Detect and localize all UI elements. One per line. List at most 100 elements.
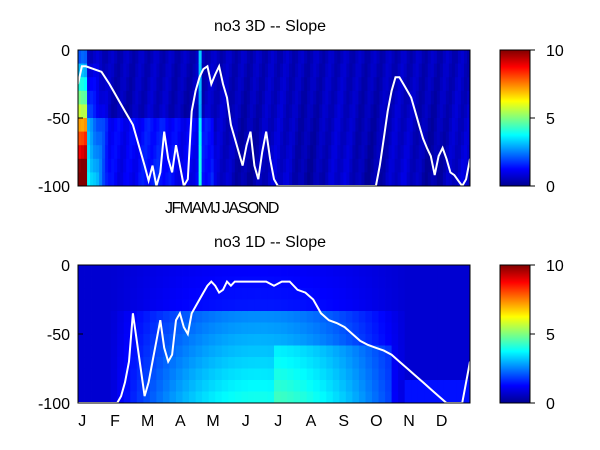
heatmap-cell <box>228 265 236 277</box>
heatmap-cell <box>451 90 456 105</box>
heatmap-cell <box>237 118 242 132</box>
heatmap-cell <box>91 311 98 323</box>
heatmap-cell <box>192 172 196 186</box>
heatmap-cell <box>130 334 138 346</box>
heatmap-cell <box>313 118 317 132</box>
heatmap-cell <box>372 345 379 358</box>
heatmap-cell <box>345 311 353 323</box>
heatmap-cell <box>192 77 196 92</box>
heatmap-cell <box>322 104 326 119</box>
heatmap-cell <box>382 104 386 119</box>
heatmap-cell <box>280 145 284 160</box>
heatmap-cell <box>183 90 187 105</box>
heatmap-cell <box>409 104 414 119</box>
heatmap-cell <box>247 288 255 300</box>
heatmap-cell <box>379 118 383 132</box>
heatmap-cell <box>398 380 406 392</box>
heatmap-cell <box>162 311 170 323</box>
heatmap-cell <box>376 104 380 119</box>
heatmap-cell <box>445 104 450 119</box>
heatmap-cell <box>215 357 223 369</box>
heatmap-cell <box>358 145 362 160</box>
heatmap-cell <box>326 334 334 346</box>
heatmap-cell <box>195 172 200 186</box>
heatmap-cell <box>261 63 266 78</box>
heatmap-cell <box>243 172 248 186</box>
heatmap-cell <box>222 158 227 173</box>
heatmap-cell <box>182 368 190 381</box>
heatmap-cell <box>382 63 386 78</box>
heatmap-cell <box>207 131 212 146</box>
heatmap-cell <box>280 391 288 403</box>
heatmap-cell <box>445 63 450 78</box>
heatmap-cell <box>450 311 458 323</box>
heatmap-cell <box>192 145 196 160</box>
heatmap-cell <box>411 288 419 300</box>
heatmap-cell <box>222 90 227 105</box>
heatmap-cell <box>255 63 260 78</box>
heatmap-cell <box>391 299 399 312</box>
heatmap-cell <box>156 118 160 132</box>
heatmap-cell <box>180 50 184 64</box>
heatmap-cell <box>367 50 371 64</box>
heatmap-cell <box>274 288 281 300</box>
heatmap-cell <box>234 368 242 381</box>
heatmap-cell <box>192 104 196 119</box>
heatmap-cell <box>411 265 419 277</box>
heatmap-cell <box>436 145 441 160</box>
heatmap-cell <box>391 131 396 146</box>
heatmap-cell <box>93 131 97 146</box>
heatmap-cell <box>424 77 429 92</box>
heatmap-cell <box>322 50 326 64</box>
heatmap-cell <box>457 172 462 186</box>
heatmap-cell <box>445 90 450 105</box>
heatmap-cell <box>267 345 275 358</box>
heatmap-cell <box>213 158 218 173</box>
heatmap-cell <box>406 104 411 119</box>
heatmap-cell <box>267 368 275 381</box>
heatmap-cell <box>301 145 305 160</box>
heatmap-cell <box>316 172 320 186</box>
heatmap-cell <box>346 104 350 119</box>
heatmap-cell <box>247 391 255 403</box>
heatmap-cell <box>270 50 275 64</box>
heatmap-cell <box>304 63 308 78</box>
heatmap-cell <box>418 118 423 132</box>
heatmap-cell <box>252 77 257 92</box>
heatmap-cell <box>439 90 444 105</box>
heatmap-cell <box>319 131 323 146</box>
heatmap-cell <box>409 145 414 160</box>
heatmap-cell <box>136 380 144 392</box>
heatmap-cell <box>97 288 105 300</box>
heatmap-cell <box>412 118 417 132</box>
heatmap-cell <box>138 118 142 132</box>
heatmap-cell <box>287 368 294 381</box>
heatmap-cell <box>260 299 268 312</box>
heatmap-cell <box>313 345 321 358</box>
heatmap-cell <box>283 131 287 146</box>
heatmap-cell <box>192 63 196 78</box>
heatmap-cell <box>144 90 148 105</box>
heatmap-cell <box>144 158 148 173</box>
heatmap-cell <box>298 118 302 132</box>
heatmap-cell <box>91 322 98 335</box>
heatmap-cell <box>149 334 157 346</box>
heatmap-cell <box>105 145 109 160</box>
heatmap-cell <box>457 50 462 64</box>
heatmap-cell <box>424 288 432 300</box>
heatmap-cell <box>213 172 218 186</box>
heatmap-cell <box>241 265 249 277</box>
heatmap-cell <box>301 77 305 92</box>
heatmap-cell <box>358 311 366 323</box>
x-tick-label: J <box>242 413 250 430</box>
heatmap-cell <box>280 288 288 300</box>
heatmap-cell <box>219 131 224 146</box>
heatmap-cell <box>463 63 468 78</box>
heatmap-cell <box>260 357 268 369</box>
heatmap-cell <box>331 50 335 64</box>
heatmap-cell <box>361 158 365 173</box>
heatmap-cell <box>346 90 350 105</box>
heatmap-cell <box>398 322 406 335</box>
heatmap-cell <box>403 131 408 146</box>
heatmap-cell <box>332 391 340 403</box>
